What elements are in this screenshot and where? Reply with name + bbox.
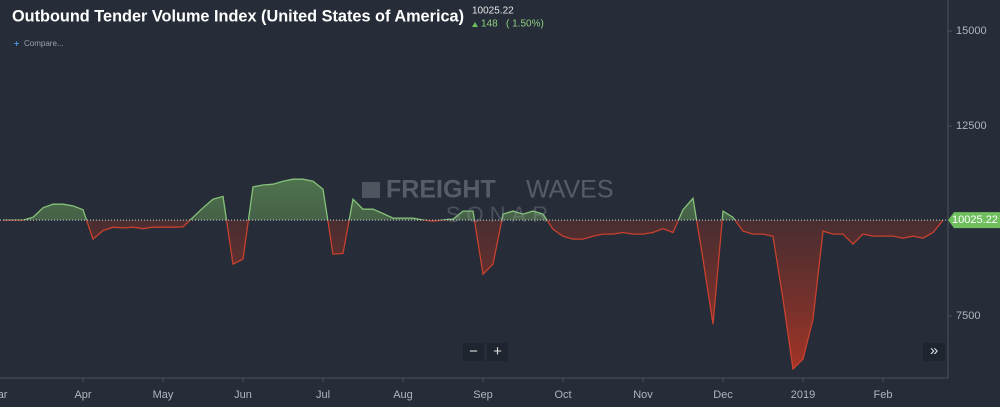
current-value: 10025.22: [472, 6, 514, 17]
compare-link[interactable]: Compare...: [24, 39, 64, 48]
x-tick-label: Jul: [316, 389, 330, 401]
area-down: [3, 220, 944, 371]
watermark-brand-light: WAVES: [526, 176, 614, 204]
area-fill: [3, 220, 943, 369]
watermark-product: SONAR: [446, 202, 554, 227]
x-tick-label: Aug: [393, 389, 413, 401]
y-tick-label: 7500: [956, 310, 980, 322]
plot-area: [0, 178, 948, 371]
zoom-in-label[interactable]: +: [493, 343, 502, 360]
x-tick-label: Dec: [713, 389, 733, 401]
zoom-out-button[interactable]: [463, 343, 484, 361]
line: [3, 220, 944, 371]
change-value: 148: [481, 19, 498, 30]
forward-label[interactable]: »: [930, 342, 938, 359]
x-tick-label: Oct: [554, 389, 571, 401]
zoom-out-label[interactable]: −: [469, 343, 478, 360]
compare-icon[interactable]: +: [14, 38, 19, 48]
forward-button[interactable]: [923, 343, 945, 361]
x-tick-label: Jun: [234, 389, 252, 401]
line: [3, 178, 943, 221]
current-value-box: [948, 212, 1000, 229]
x-tick-label: Nov: [633, 389, 653, 401]
current-value-label: 10025.22: [952, 214, 998, 226]
chart-title: Outbound Tender Volume Index (United Sta…: [12, 6, 464, 25]
x-tick-label: 2019: [791, 389, 815, 401]
change-percent: ( 1.50%): [506, 19, 544, 30]
x-tick-label: Sep: [473, 389, 493, 401]
watermark: FREIGHT WAVES SONAR: [362, 176, 614, 227]
watermark-logo: [362, 182, 380, 198]
x-tick-label: May: [153, 389, 174, 401]
y-tick-label: 12500: [956, 120, 987, 132]
watermark-brand: FREIGHT: [386, 176, 496, 204]
y-tick-label: 15000: [956, 25, 987, 37]
x-tick-label: Apr: [74, 389, 91, 401]
change-marker: [472, 22, 478, 27]
x-tick-label: Mar: [0, 389, 8, 401]
x-tick-label: Feb: [874, 389, 893, 401]
zoom-in-button[interactable]: [487, 343, 508, 361]
area-up: [3, 178, 943, 221]
